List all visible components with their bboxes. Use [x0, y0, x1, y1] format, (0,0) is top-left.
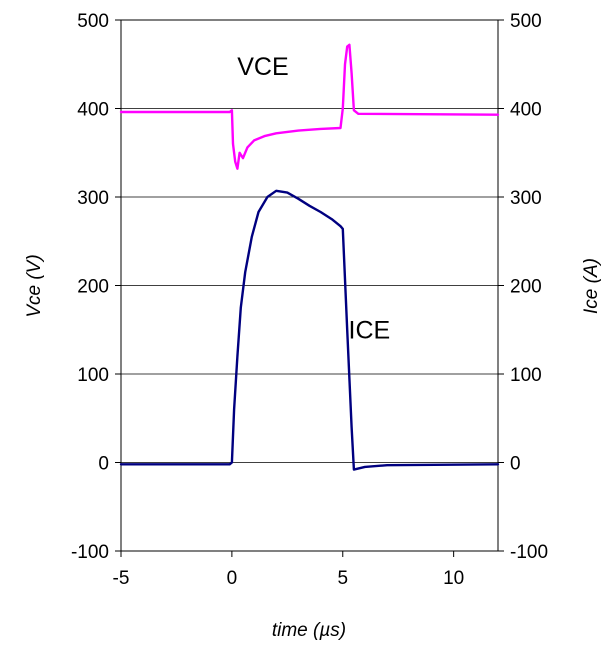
- x-tick-label: 10: [443, 568, 464, 589]
- annotations: VCE ICE: [237, 53, 390, 345]
- annotation-vce: VCE: [237, 53, 288, 81]
- y2-tick-label: -100: [510, 542, 548, 563]
- y-tick-label: -100: [71, 542, 109, 563]
- y-tick-label: 100: [77, 365, 109, 386]
- annotation-ice: ICE: [349, 317, 391, 345]
- y2-axis-title: Ice (A): [581, 258, 602, 314]
- y-tick-label: 500: [77, 11, 109, 32]
- x-tick-label: -5: [113, 568, 130, 589]
- y2-tick-label: 300: [510, 188, 542, 209]
- y2-tick-label: 0: [510, 454, 521, 475]
- y2-tick-label: 400: [510, 100, 542, 121]
- gridlines: [121, 108, 498, 463]
- x-tick-label: 0: [227, 568, 238, 589]
- y-axis-title: Vce (V): [24, 254, 45, 317]
- y-tick-label: 0: [98, 454, 109, 475]
- series-layer: [119, 43, 500, 471]
- x-tick-label: 5: [337, 568, 348, 589]
- y2-tick-label: 200: [510, 277, 542, 298]
- y2-tick-label: 100: [510, 365, 542, 386]
- x-axis-title: time (µs): [272, 620, 346, 641]
- series-line-ice: [119, 189, 500, 471]
- y2-tick-label: 500: [510, 11, 542, 32]
- series-line-vce: [119, 43, 500, 170]
- y-tick-label: 400: [77, 100, 109, 121]
- tick-labels: -1000100200300400500-1000100200300400500…: [71, 11, 548, 589]
- y-tick-label: 200: [77, 277, 109, 298]
- y-tick-label: 300: [77, 188, 109, 209]
